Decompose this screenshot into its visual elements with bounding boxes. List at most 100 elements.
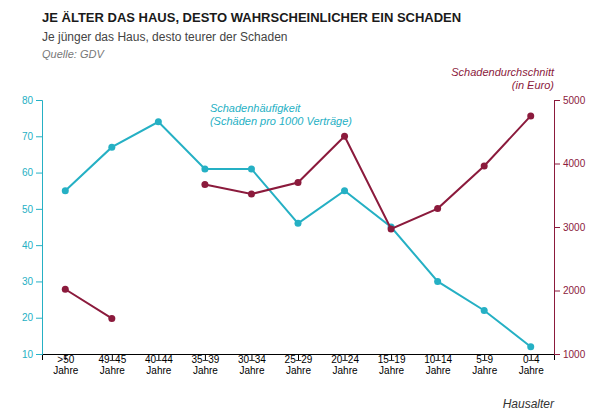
tick: 5–9Jahre — [472, 354, 497, 376]
tick-mark — [36, 136, 42, 137]
point — [155, 118, 162, 125]
text-line: 30–34 — [238, 354, 266, 365]
tick-label: 3000 — [563, 222, 586, 233]
point — [527, 112, 534, 119]
text-line: Jahre — [100, 365, 125, 376]
text-line: Jahre — [472, 365, 497, 376]
tick: 5000 — [554, 95, 586, 106]
x-axis: >50Jahre49–45Jahre40–44Jahre35–39Jahre30… — [43, 354, 555, 376]
text-line: Jahre — [333, 365, 358, 376]
tick: 80 — [22, 95, 42, 106]
point — [201, 165, 208, 172]
tick-mark — [36, 354, 42, 355]
text-line: Jahre — [426, 365, 451, 376]
tick-label: 60 — [22, 167, 34, 178]
tick-label: 5–9Jahre — [472, 354, 497, 376]
x-label: Hausalter — [503, 397, 555, 411]
tick-label: 40–44Jahre — [145, 354, 173, 376]
tick: 30–34Jahre — [238, 354, 266, 376]
text-line: 25–29 — [285, 354, 313, 365]
tick-mark — [554, 354, 560, 355]
tick-label: 20–24Jahre — [331, 354, 359, 376]
point — [434, 205, 441, 212]
tick-label: 15–19Jahre — [378, 354, 406, 376]
chart: JE ÄLTER DAS HAUS, DESTO WAHRSCHEINLICHE… — [0, 0, 606, 416]
tick: 40–44Jahre — [145, 354, 173, 376]
tick-label: 49–45Jahre — [98, 354, 126, 376]
text-line: 0–4 — [523, 354, 540, 365]
tick: 25–29Jahre — [285, 354, 313, 376]
point — [201, 181, 208, 188]
tick-mark — [36, 100, 42, 101]
point — [108, 315, 115, 322]
text-line: Jahre — [379, 365, 404, 376]
point — [341, 187, 348, 194]
axis-domain — [555, 101, 561, 355]
point — [248, 165, 255, 172]
tick-mark — [36, 245, 42, 246]
tick: 70 — [22, 131, 42, 142]
title: JE ÄLTER DAS HAUS, DESTO WAHRSCHEINLICHE… — [42, 10, 461, 25]
point — [341, 133, 348, 140]
text-line: 20–24 — [331, 354, 359, 365]
point — [434, 278, 441, 285]
tick: 15–19Jahre — [378, 354, 406, 376]
tick-label: 30–34Jahre — [238, 354, 266, 376]
text-line: Jahre — [286, 365, 311, 376]
tick-label: 70 — [22, 131, 34, 142]
text-line: (in Euro) — [512, 79, 555, 91]
line — [65, 122, 530, 347]
tick-label: 30 — [22, 276, 34, 287]
text-line: Jahre — [519, 365, 544, 376]
tick-mark — [36, 173, 42, 174]
tick-mark — [36, 281, 42, 282]
tick-label: 50 — [22, 204, 34, 215]
tick: 35–39Jahre — [192, 354, 220, 376]
text-line: (Schäden pro 1000 Verträge) — [210, 115, 352, 127]
text-line: Jahre — [53, 365, 78, 376]
tick: 40 — [22, 240, 42, 251]
point — [62, 286, 69, 293]
tick: 50 — [22, 204, 42, 215]
text-line: 40–44 — [145, 354, 173, 365]
tick: 20–24Jahre — [331, 354, 359, 376]
text-line: 49–45 — [98, 354, 126, 365]
y2-axis: 1000 2000 3000 4000 5000 — [554, 95, 586, 360]
tick-label: >50Jahre — [53, 354, 78, 376]
text-line: Schadenhäufigkeit — [210, 102, 301, 114]
marks — [62, 112, 534, 350]
series-label: Schadenhäufigkeit(Schäden pro 1000 Vertr… — [210, 102, 352, 127]
tick: 20 — [22, 312, 42, 323]
line — [65, 116, 530, 319]
tick: 1000 — [554, 349, 586, 360]
subtitle: Je jünger das Haus, desto teurer der Sch… — [42, 30, 287, 44]
point — [248, 190, 255, 197]
point — [108, 144, 115, 151]
tick: 4000 — [554, 158, 586, 169]
plot: >50Jahre49–45Jahre40–44Jahre35–39Jahre30… — [22, 95, 586, 376]
tick-label: 25–29Jahre — [285, 354, 313, 376]
point — [295, 220, 302, 227]
axis-domain — [36, 101, 43, 355]
tick-mark — [554, 291, 560, 292]
tick-label: 40 — [22, 240, 34, 251]
tick-label: 2000 — [563, 285, 586, 296]
tick-label: 10–14Jahre — [424, 354, 452, 376]
text-line: 35–39 — [192, 354, 220, 365]
text-line: 10–14 — [424, 354, 452, 365]
tick-mark — [554, 164, 560, 165]
tick-label: 5000 — [563, 95, 586, 106]
tick-label: 1000 — [563, 349, 586, 360]
tick-mark — [554, 227, 560, 228]
text-line: Jahre — [193, 365, 218, 376]
text-line: >50 — [57, 354, 74, 365]
point — [527, 343, 534, 350]
y-axis: 10 20 30 40 50 60 70 80 — [22, 95, 43, 360]
tick: 10–14Jahre — [424, 354, 452, 376]
tick: 49–45Jahre — [98, 354, 126, 376]
tick: 0–4Jahre — [519, 354, 544, 376]
text-line: 5–9 — [476, 354, 493, 365]
point — [481, 163, 488, 170]
tick: >50Jahre — [53, 354, 78, 376]
tick: 10 — [22, 349, 42, 360]
